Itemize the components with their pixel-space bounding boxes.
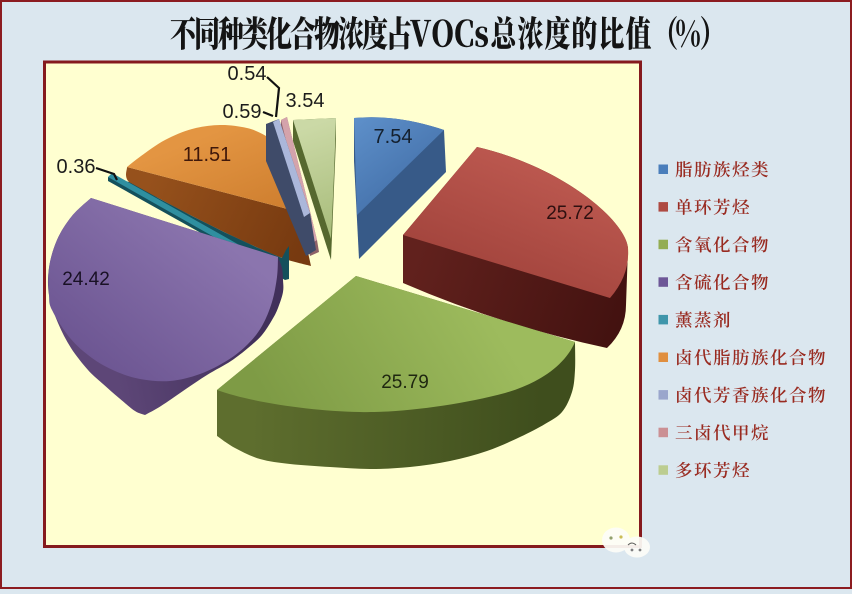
svg-text:0.54: 0.54 xyxy=(228,63,267,85)
svg-text:0.59: 0.59 xyxy=(223,101,262,123)
svg-text:25.72: 25.72 xyxy=(546,203,594,224)
svg-text:11.51: 11.51 xyxy=(183,144,232,166)
svg-text:7.54: 7.54 xyxy=(374,126,413,148)
svg-text:24.42: 24.42 xyxy=(62,269,110,290)
svg-text:25.79: 25.79 xyxy=(381,372,429,393)
svg-text:3.54: 3.54 xyxy=(286,90,325,112)
svg-text:0.36: 0.36 xyxy=(57,156,96,178)
